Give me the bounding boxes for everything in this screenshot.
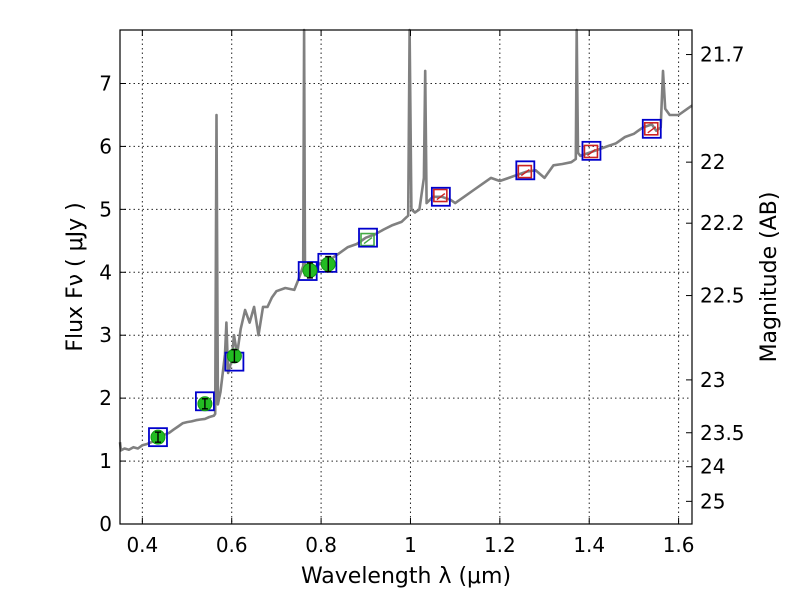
x-axis-label: Wavelength λ (μm) <box>301 564 511 589</box>
y-tick-label: 5 <box>99 197 112 221</box>
upper-limit-marker <box>643 122 659 136</box>
y-tick-label: 7 <box>99 71 112 95</box>
upper-limit-mark <box>587 148 596 157</box>
model-photometry-box <box>581 140 602 161</box>
x-tick-label: 1 <box>404 533 417 557</box>
upper-limit-mark <box>363 236 373 245</box>
x-tick-label: 1.2 <box>484 533 516 557</box>
upper-limit-marker <box>360 232 375 247</box>
model-photometry-box <box>430 186 451 207</box>
x-tick-label: 1.6 <box>663 533 695 557</box>
mag-tick-label: 22 <box>700 150 725 174</box>
y-axis-right-label: Magnitude (AB) <box>757 192 782 363</box>
y-tick-label: 1 <box>99 449 112 473</box>
mag-tick-label: 24 <box>700 455 725 479</box>
mag-tick-label: 21.7 <box>700 43 745 67</box>
y-tick-label: 4 <box>99 260 112 284</box>
model-photometry-box <box>515 160 536 181</box>
axis-ticks: 0.4 0.6 0.8 1 1.2 1.4 1.60123456721.72222.222.… <box>99 30 745 557</box>
model-photometry-box <box>641 118 662 139</box>
y-axis-label: Flux Fν ( μJy ) <box>63 202 88 351</box>
x-tick-label: 1.4 <box>573 533 605 557</box>
spectrum-line <box>118 28 693 452</box>
model-photometry-box <box>148 427 168 448</box>
model-spectrum <box>118 28 693 452</box>
y-tick-label: 2 <box>99 386 112 410</box>
upper-limit-mark <box>647 126 657 134</box>
x-tick-label: 0.6 <box>216 533 248 557</box>
upper-limit-mark <box>436 192 446 201</box>
y-tick-label: 6 <box>99 134 112 158</box>
upper-limit-marker <box>433 188 448 203</box>
mag-tick-label: 25 <box>700 489 725 513</box>
x-tick-label: 0.8 <box>305 533 337 557</box>
mag-tick-label: 23 <box>700 368 725 392</box>
upper-limit-marker <box>583 144 599 159</box>
x-tick-label: 0.4 <box>126 533 158 557</box>
mag-tick-label: 22.5 <box>700 284 745 308</box>
mag-tick-label: 23.5 <box>700 421 745 445</box>
plot-frame <box>119 29 693 525</box>
model-photometry-box <box>358 227 378 248</box>
upper-limit-marker <box>517 164 533 179</box>
y-tick-label: 0 <box>99 512 112 536</box>
mag-tick-label: 22.2 <box>700 211 745 235</box>
grid <box>120 30 692 525</box>
y-tick-label: 3 <box>99 323 112 347</box>
upper-limit-mark <box>520 169 530 177</box>
photometry-markers <box>148 118 662 448</box>
